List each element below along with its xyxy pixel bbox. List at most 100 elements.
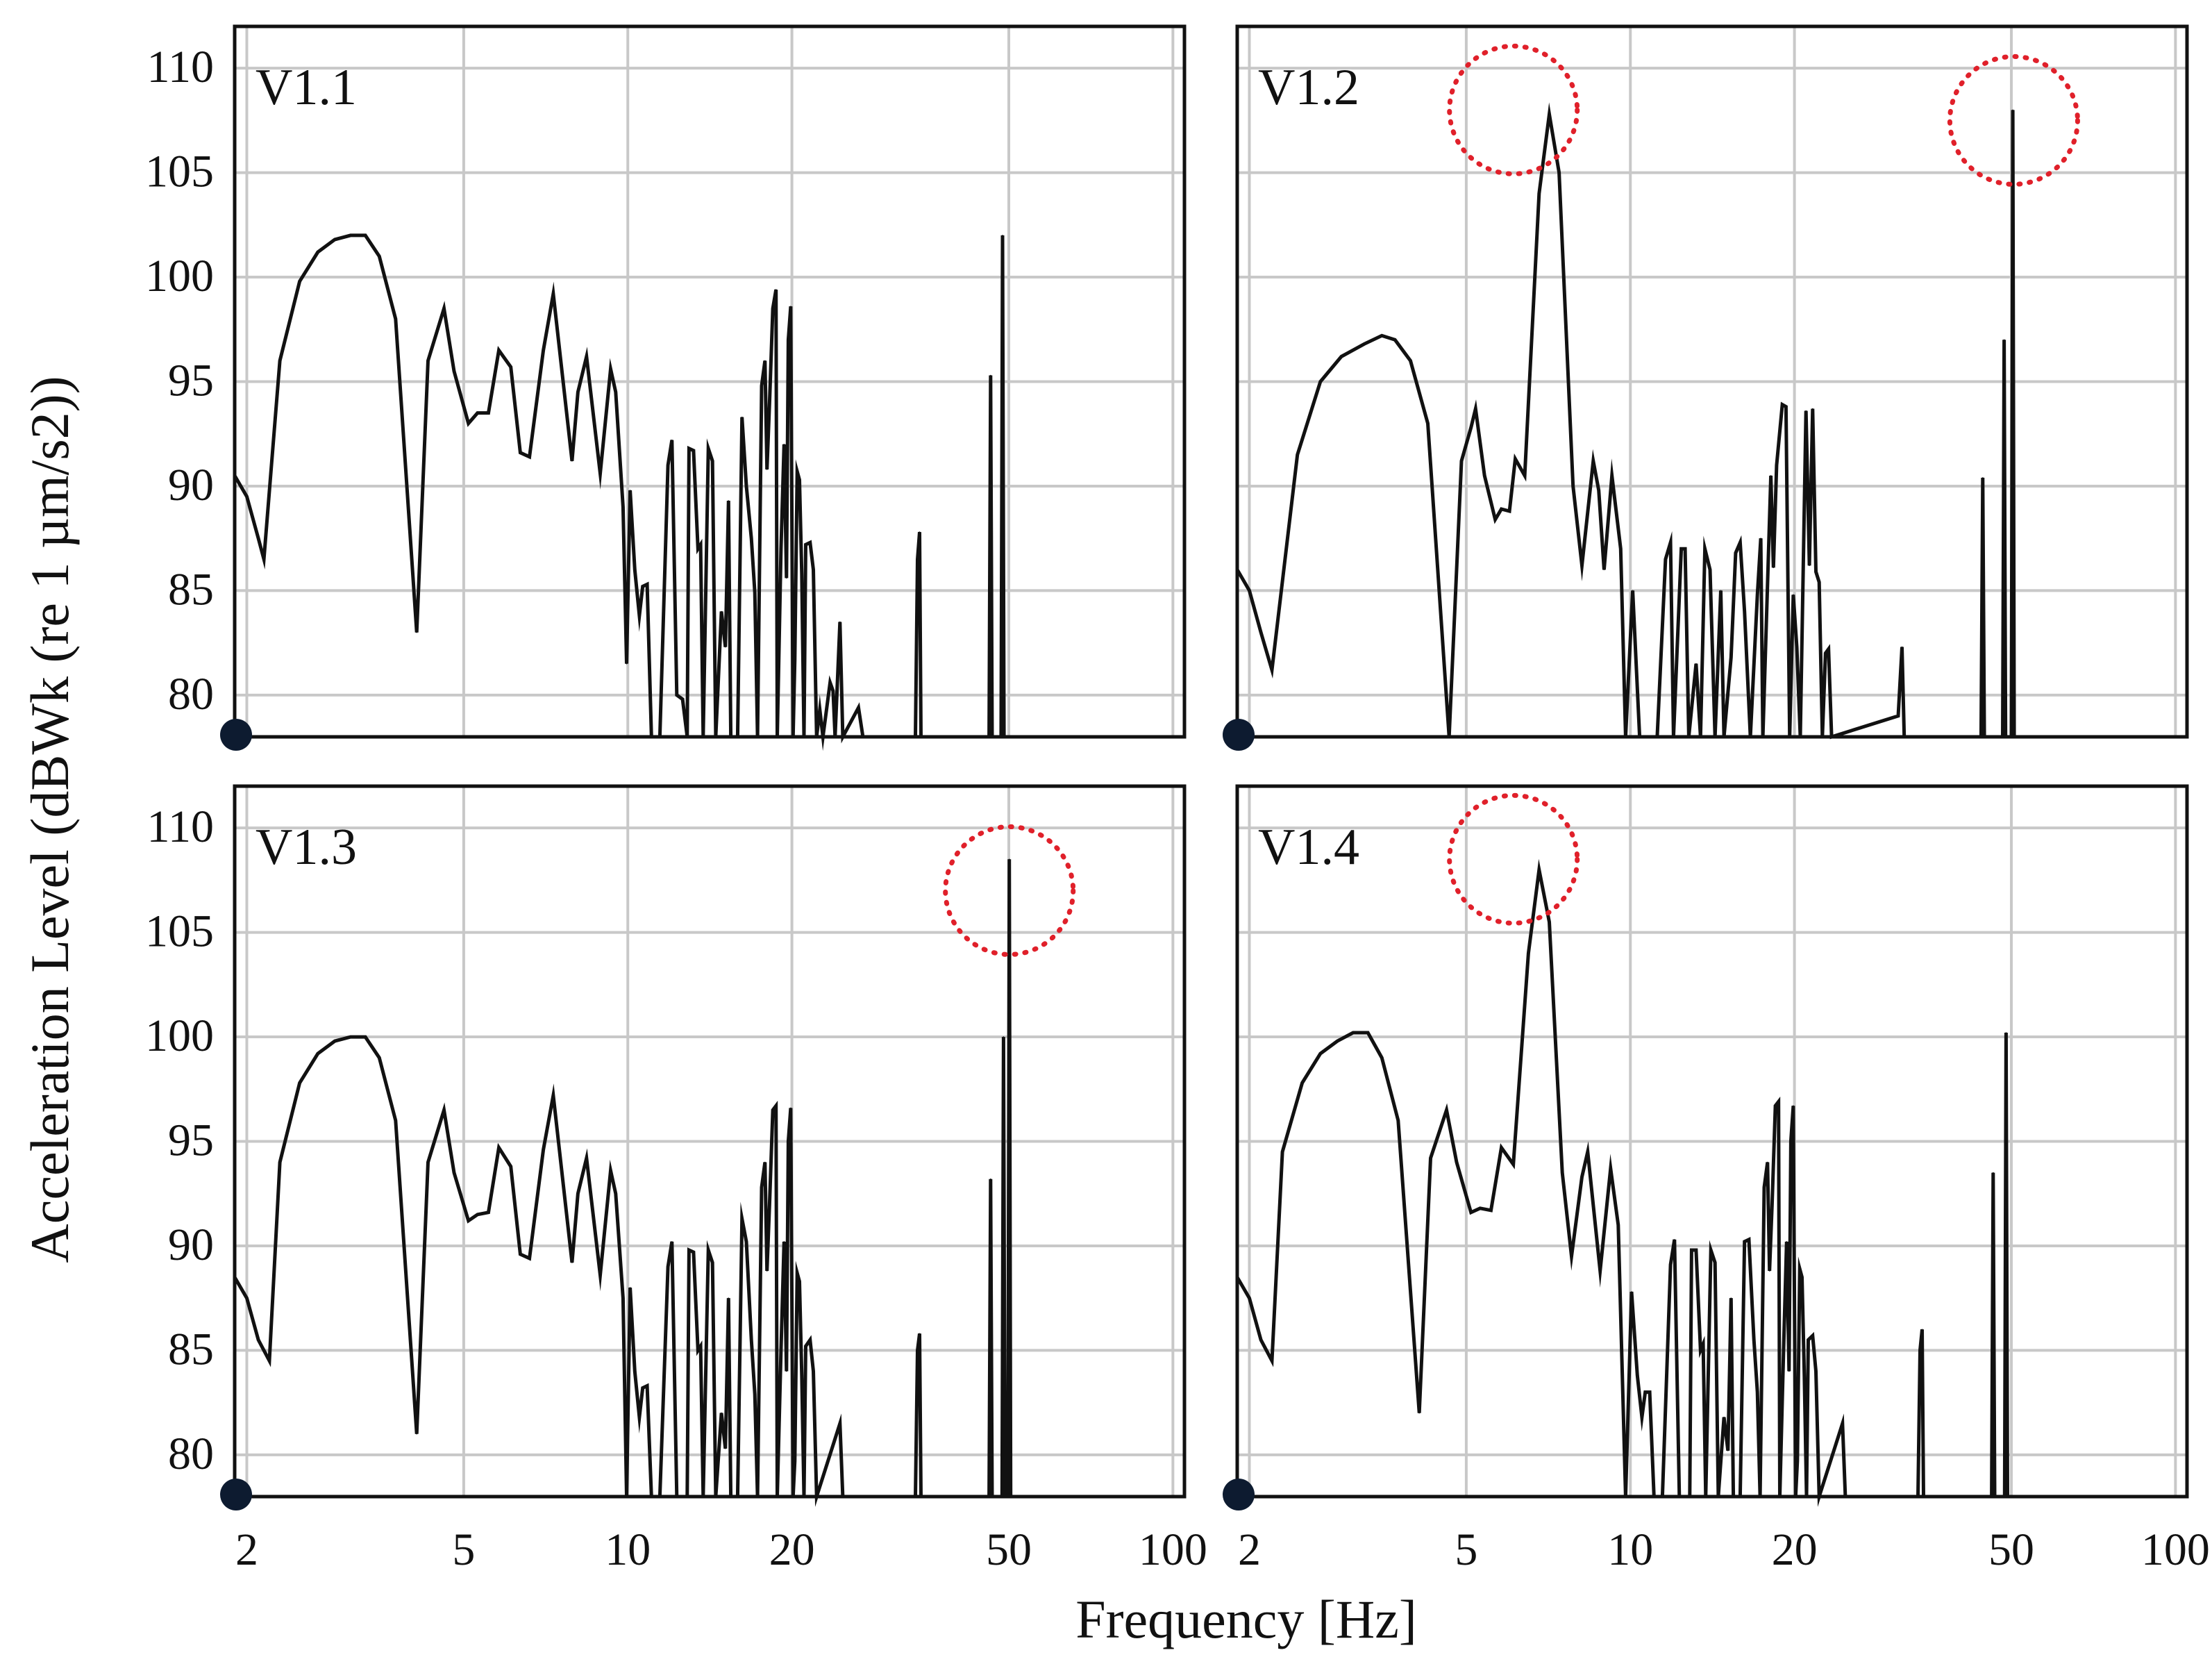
- data-point: [1381, 1057, 1383, 1058]
- x-tick-label: 20: [1772, 1524, 1818, 1575]
- x-tick-label: 5: [452, 1524, 475, 1575]
- data-point: [477, 1214, 478, 1215]
- data-point: [1790, 1140, 1792, 1142]
- data-point: [812, 569, 814, 571]
- data-point: [810, 542, 811, 543]
- data-point: [350, 1036, 351, 1038]
- data-point: [269, 1360, 270, 1362]
- data-point: [1783, 1349, 1784, 1351]
- data-point: [1748, 1239, 1750, 1240]
- data-point: [798, 479, 801, 481]
- panel-label: V1.2: [1258, 59, 1359, 116]
- data-point: [1670, 542, 1671, 543]
- data-point: [487, 1212, 489, 1213]
- data-point: [1512, 1163, 1514, 1165]
- data-point: [728, 500, 730, 501]
- data-point: [378, 256, 380, 257]
- data-point: [1632, 590, 1634, 592]
- data-point: [1475, 408, 1477, 410]
- data-point: [1760, 538, 1761, 539]
- data-point: [780, 548, 782, 549]
- data-point: [622, 506, 624, 508]
- y-tick-label: 80: [168, 669, 214, 719]
- data-point: [764, 1161, 766, 1163]
- data-point: [416, 1433, 417, 1435]
- data-point: [610, 1170, 612, 1172]
- data-point: [741, 416, 743, 418]
- chart-panel-4: V1.4 2 5 10 20 50 100: [1223, 784, 2210, 1575]
- peak-highlight-circle: [943, 824, 1076, 957]
- data-point: [629, 1287, 631, 1288]
- data-point: [498, 1147, 500, 1149]
- data-point: [1919, 1349, 1921, 1351]
- data-point: [1785, 406, 1787, 408]
- x-tick-label: 100: [1139, 1524, 1207, 1575]
- y-tick-label: 105: [145, 147, 214, 197]
- data-point: [1771, 1204, 1773, 1205]
- data-point: [1446, 1109, 1448, 1111]
- panel-label: V1.1: [255, 59, 357, 116]
- data-point: [769, 1204, 771, 1205]
- data-point: [1636, 1374, 1639, 1376]
- data-point: [761, 385, 762, 387]
- data-point: [746, 485, 747, 487]
- data-point: [1260, 1339, 1262, 1341]
- data-point: [1548, 113, 1550, 115]
- chart-panel-2: V1.2: [1223, 24, 2189, 751]
- data-point: [1003, 1036, 1005, 1038]
- data-point: [1364, 343, 1365, 345]
- data-point: [477, 412, 478, 414]
- data-point: [1581, 565, 1583, 567]
- data-point: [1271, 1360, 1273, 1362]
- plot-frame: [233, 24, 1187, 739]
- data-point: [1539, 192, 1540, 194]
- data-point: [1702, 1343, 1704, 1345]
- data-point: [761, 1186, 762, 1188]
- data-point: [263, 558, 265, 560]
- data-point: [646, 1385, 648, 1387]
- chart-panel-1: V1.1 80 85 90 95 100 105 110: [145, 24, 1187, 751]
- data-point: [1558, 172, 1560, 174]
- data-point: [599, 1274, 601, 1276]
- data-point: [1921, 1329, 1923, 1331]
- x-tick-label: 20: [769, 1524, 815, 1575]
- data-point: [553, 1094, 554, 1097]
- data-point: [1599, 1270, 1601, 1272]
- data-point: [395, 318, 396, 320]
- data-point: [317, 251, 319, 253]
- data-point: [916, 558, 919, 560]
- data-point: [646, 583, 648, 585]
- data-point: [712, 1262, 713, 1263]
- data-point: [1620, 548, 1622, 549]
- data-point: [1763, 1186, 1765, 1188]
- data-point: [279, 1161, 280, 1163]
- data-point: [1430, 1157, 1432, 1159]
- data-point: [1490, 1210, 1492, 1211]
- data-point: [577, 1192, 579, 1195]
- data-point: [1827, 648, 1829, 650]
- data-point: [990, 1178, 991, 1180]
- data-point: [1570, 1256, 1573, 1257]
- data-point: [1509, 510, 1510, 512]
- origin-marker: [220, 1479, 252, 1510]
- data-point: [453, 1172, 455, 1174]
- data-point: [317, 1053, 319, 1054]
- data-point: [571, 1262, 573, 1263]
- data-point: [1611, 475, 1613, 476]
- data-point: [258, 538, 259, 539]
- data-point: [1427, 422, 1429, 424]
- data-point: [775, 1105, 777, 1107]
- data-point: [1500, 508, 1502, 510]
- data-point: [1793, 594, 1794, 596]
- data-point: [794, 1460, 796, 1462]
- data-point: [728, 1297, 730, 1299]
- data-point: [712, 460, 713, 462]
- data-point: [766, 469, 768, 470]
- series-line-V1-4: [1235, 858, 2009, 1507]
- data-point: [751, 1339, 752, 1341]
- data-point: [787, 339, 789, 341]
- data-point: [1548, 921, 1550, 923]
- data-point: [1804, 1374, 1805, 1376]
- data-point: [642, 1387, 644, 1389]
- origin-marker: [1223, 1479, 1255, 1510]
